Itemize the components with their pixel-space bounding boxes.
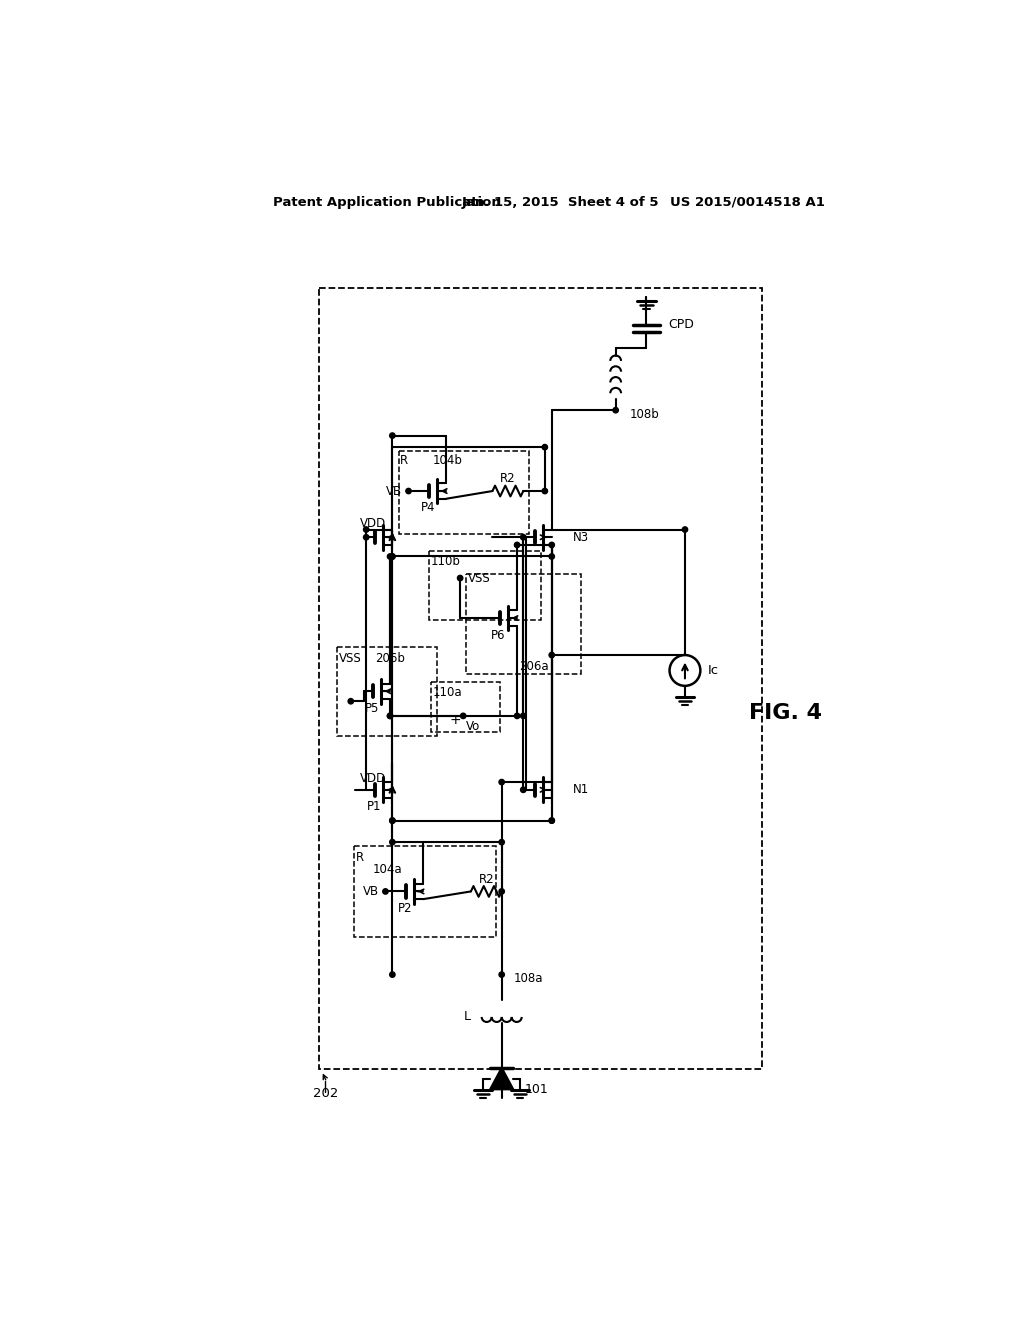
Circle shape <box>549 818 554 824</box>
Text: R: R <box>355 851 364 865</box>
Circle shape <box>682 527 688 532</box>
Circle shape <box>390 433 395 438</box>
Text: P2: P2 <box>397 902 412 915</box>
Text: VSS: VSS <box>468 572 490 585</box>
Text: VDD: VDD <box>360 517 386 529</box>
Circle shape <box>549 652 554 657</box>
Text: L: L <box>464 1010 471 1023</box>
Text: 110a: 110a <box>432 686 462 700</box>
Text: Patent Application Publication: Patent Application Publication <box>273 195 501 209</box>
Circle shape <box>461 713 466 718</box>
Bar <box>431 682 500 733</box>
Circle shape <box>499 888 505 894</box>
Circle shape <box>549 554 554 560</box>
Bar <box>354 846 497 937</box>
Circle shape <box>390 818 395 824</box>
Bar <box>337 647 437 737</box>
Circle shape <box>387 713 393 718</box>
Bar <box>429 552 541 620</box>
Bar <box>466 574 581 675</box>
Circle shape <box>542 445 548 450</box>
Circle shape <box>387 713 393 718</box>
Text: Vo: Vo <box>466 721 480 733</box>
Circle shape <box>499 840 505 845</box>
Text: N1: N1 <box>573 783 590 796</box>
Text: R2: R2 <box>500 473 516 486</box>
Polygon shape <box>490 1068 513 1089</box>
Circle shape <box>613 408 618 413</box>
Circle shape <box>499 779 505 785</box>
Text: 206b: 206b <box>376 652 406 665</box>
Circle shape <box>520 713 526 718</box>
Text: VSS: VSS <box>339 652 361 665</box>
Text: N3: N3 <box>573 531 590 544</box>
Circle shape <box>390 972 395 977</box>
Text: 206a: 206a <box>519 660 549 673</box>
Text: 104b: 104b <box>433 454 463 467</box>
Text: 202: 202 <box>313 1088 338 1101</box>
Text: Ic: Ic <box>708 664 719 677</box>
Text: P6: P6 <box>492 628 506 642</box>
Circle shape <box>387 554 393 560</box>
Circle shape <box>520 787 526 792</box>
Circle shape <box>549 543 554 548</box>
Circle shape <box>390 840 395 845</box>
Text: 110b: 110b <box>431 556 461 569</box>
Text: VDD: VDD <box>360 772 386 785</box>
Text: +: + <box>450 713 462 727</box>
Circle shape <box>542 488 548 494</box>
Text: P1: P1 <box>367 800 381 813</box>
Text: R2: R2 <box>478 873 495 886</box>
Circle shape <box>520 535 526 540</box>
Circle shape <box>514 543 520 548</box>
Bar <box>398 451 529 535</box>
Text: P5: P5 <box>365 702 379 714</box>
Circle shape <box>364 535 369 540</box>
Text: 108a: 108a <box>513 972 543 985</box>
Text: FIG. 4: FIG. 4 <box>749 702 821 723</box>
Text: P4: P4 <box>421 502 435 515</box>
Circle shape <box>514 713 520 718</box>
Text: VB: VB <box>386 484 402 498</box>
Circle shape <box>383 888 388 894</box>
Text: R: R <box>400 454 409 467</box>
Text: US 2015/0014518 A1: US 2015/0014518 A1 <box>670 195 824 209</box>
Bar <box>319 288 762 1069</box>
Text: CPD: CPD <box>668 318 694 331</box>
Text: 108b: 108b <box>630 408 659 421</box>
Text: Jan. 15, 2015  Sheet 4 of 5: Jan. 15, 2015 Sheet 4 of 5 <box>462 195 659 209</box>
Circle shape <box>549 818 554 824</box>
Circle shape <box>390 818 395 824</box>
Circle shape <box>390 554 395 560</box>
Text: 101: 101 <box>524 1082 549 1096</box>
Circle shape <box>364 527 369 532</box>
Text: VB: VB <box>364 884 379 898</box>
Circle shape <box>499 972 505 977</box>
Circle shape <box>348 698 353 704</box>
Circle shape <box>390 554 395 560</box>
Circle shape <box>406 488 412 494</box>
Text: 104a: 104a <box>373 862 402 875</box>
Circle shape <box>458 576 463 581</box>
